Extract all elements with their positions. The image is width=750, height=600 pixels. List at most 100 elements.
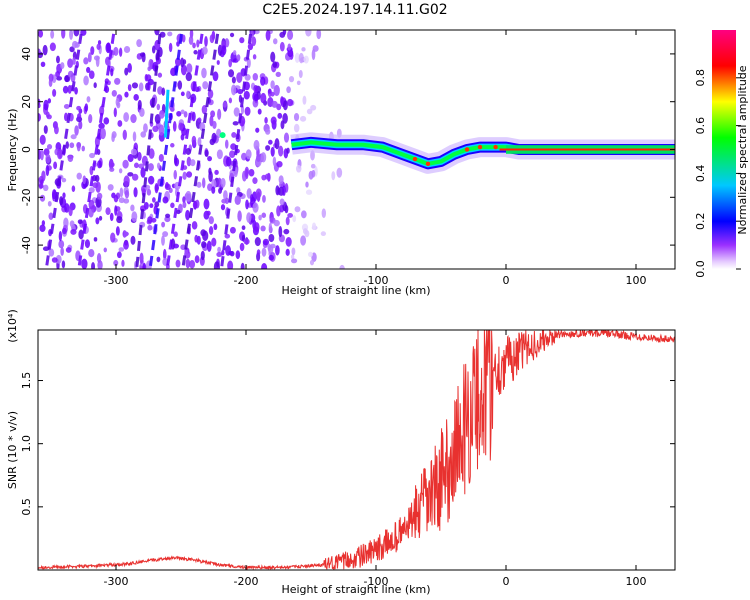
colorbar-tick-label: 0.4	[694, 165, 707, 183]
spectrogram-cell	[39, 134, 46, 145]
spectrogram-cell	[127, 153, 134, 163]
spectrogram-cell	[309, 259, 315, 266]
spectrogram-cell	[229, 226, 236, 234]
spectrogram-cell	[167, 31, 173, 37]
spectrogram-cell	[209, 34, 215, 44]
colorbar-tick-label: 0.2	[694, 212, 707, 230]
spectrogram-cell	[227, 260, 234, 269]
spectrogram-cell	[275, 185, 280, 196]
spectrogram-cell	[248, 168, 255, 177]
spectrogram-cell	[202, 230, 209, 242]
spectrogram-cell	[62, 85, 69, 94]
x-tick-label: -300	[104, 274, 129, 287]
spectrogram-cell	[268, 222, 273, 234]
spectrogram-cell	[107, 184, 114, 191]
spectrogram-cell	[224, 139, 229, 149]
spectrogram-cell	[110, 232, 116, 243]
y-tick-label: 0.5	[20, 498, 33, 516]
spectrogram-cell	[290, 258, 298, 264]
spectrogram-cell	[154, 30, 160, 36]
spectrogram-cell	[287, 43, 292, 51]
spectrogram-cell	[231, 84, 237, 96]
spectrogram-cell	[133, 162, 139, 169]
spectrogram-cell	[51, 189, 57, 200]
spectrogram-cell	[48, 248, 55, 257]
spectrogram-streak	[44, 30, 84, 269]
snr-x-ticks: -300 -200 -100 0 100	[104, 330, 647, 588]
spectrogram-cell	[213, 223, 218, 231]
spectrogram-cell	[265, 30, 271, 41]
spectrogram-cell	[208, 170, 213, 183]
spectrogram-x-ticks: -300 -200 -100 0 100	[104, 30, 647, 287]
spectrogram-cell	[107, 80, 111, 86]
spectrogram-cell	[237, 210, 242, 222]
spectrogram-cell	[116, 216, 123, 224]
spectrogram-cell	[58, 231, 63, 242]
spectrogram-cell	[182, 201, 187, 209]
spectrogram-cell	[69, 46, 75, 53]
spectrogram-cell	[185, 147, 192, 155]
spectrogram-cell	[197, 137, 202, 147]
track-peak	[412, 156, 418, 162]
spectrogram-cell	[294, 52, 300, 63]
spectrogram-cell	[124, 91, 129, 98]
spectrogram-cell	[39, 224, 46, 233]
spectrogram-y-label: Frequency (Hz)	[6, 109, 19, 192]
spectrogram-cell	[55, 254, 62, 264]
spectrogram-cell	[204, 149, 209, 157]
spectrogram-cell	[86, 96, 91, 103]
y-tick-label: 1.0	[20, 435, 33, 453]
spectrogram-cell	[232, 50, 237, 56]
spectrogram-cell	[141, 52, 146, 63]
spectrogram-cell	[194, 255, 200, 264]
spectrogram-cell	[157, 72, 163, 78]
spectrogram-cell	[194, 234, 199, 243]
spectrogram-cell	[237, 89, 244, 95]
spectrogram-cell	[76, 142, 81, 152]
spectrogram-cell	[118, 168, 123, 174]
spectrogram-cell	[261, 263, 268, 269]
spectrogram-cell	[287, 213, 294, 218]
spectrogram-cell	[270, 146, 275, 157]
spectrogram-cell	[229, 32, 235, 38]
spectrogram-cell	[139, 107, 145, 117]
spectrogram-cell	[174, 157, 180, 167]
spectrogram-streak	[77, 30, 116, 269]
spectrogram-cell	[230, 143, 237, 150]
spectrogram-cell	[60, 247, 64, 256]
spectrogram-cell	[88, 249, 95, 258]
spectrogram-cell	[50, 30, 55, 39]
spectrogram-cell	[284, 205, 289, 214]
spectrogram-cell	[296, 80, 301, 86]
spectrogram-cell	[197, 117, 202, 123]
x-tick-label: 100	[626, 575, 647, 588]
spectrogram-cell	[42, 44, 48, 56]
spectrogram-cell	[137, 151, 142, 162]
spectrogram-cell	[131, 173, 139, 181]
spectrogram-cell	[306, 108, 313, 115]
spectrogram-cell	[310, 163, 316, 169]
spectrogram-cell	[161, 87, 166, 96]
spectrogram-cell	[172, 121, 177, 132]
spectrogram-cell	[272, 156, 277, 167]
spectrogram-cell	[56, 148, 63, 160]
spectrogram-cell	[139, 252, 144, 264]
spectrogram-cell	[147, 216, 153, 224]
spectrogram-cell	[41, 220, 46, 226]
spectrogram-cell	[316, 30, 322, 40]
spectrogram-cell	[200, 250, 205, 261]
spectrogram-cell	[183, 111, 188, 118]
spectrogram-cell	[275, 71, 281, 78]
spectrogram-cell	[228, 69, 235, 78]
spectrogram-cell	[140, 131, 147, 138]
spectrogram-cell	[212, 71, 219, 82]
spectrogram-cell	[298, 52, 304, 64]
spectrogram-cell	[288, 75, 295, 83]
spectrogram-cell	[137, 99, 142, 110]
spectrogram-cell	[38, 183, 44, 189]
spectrogram-cell	[185, 190, 192, 202]
y-tick-label: 1.5	[20, 372, 33, 390]
spectrogram-cell	[192, 42, 196, 49]
spectrogram-streaks	[44, 30, 253, 269]
